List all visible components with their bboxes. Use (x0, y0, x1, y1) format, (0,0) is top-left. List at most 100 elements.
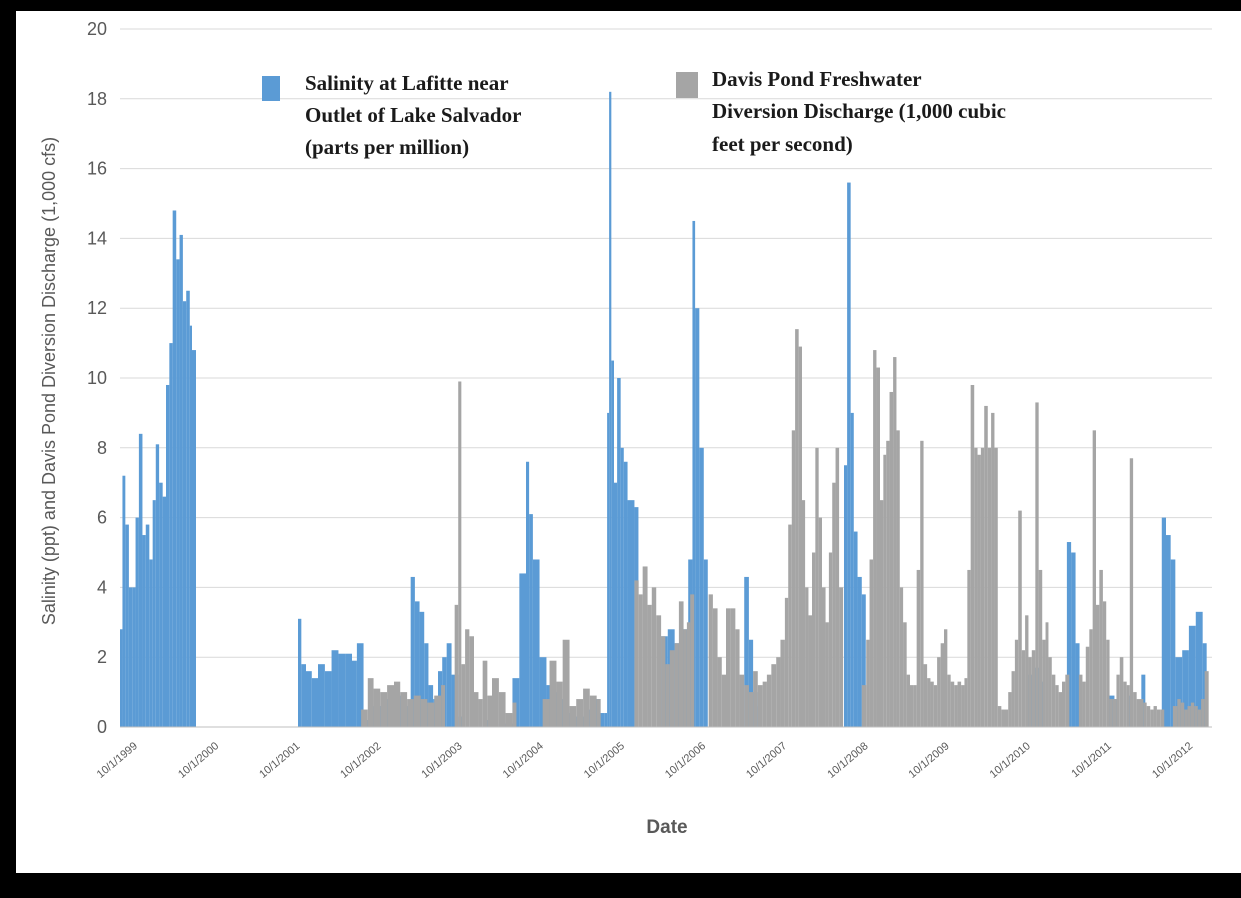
data-bar (1014, 639, 1019, 727)
data-bar (1153, 706, 1157, 727)
data-bar (1075, 643, 1080, 727)
data-bar (674, 643, 679, 727)
x-tick-label: 10/1/2006 (663, 740, 708, 781)
data-bar (987, 447, 992, 727)
x-tick-label: 10/1/2007 (744, 740, 789, 781)
data-bar (1180, 702, 1185, 727)
data-bar (345, 653, 352, 727)
data-bar (1160, 709, 1165, 727)
data-bar (853, 531, 858, 727)
data-bar (977, 454, 981, 727)
data-bar (683, 629, 687, 727)
data-bar (556, 681, 563, 727)
data-bar (458, 381, 462, 727)
data-bar (298, 618, 302, 727)
data-bar (1123, 681, 1127, 727)
x-axis-ticks: 10/1/1999 10/1/2000 10/1/2001 10/1/2002 10/1… (95, 740, 1196, 781)
data-bar (967, 569, 971, 727)
data-bar (1197, 709, 1202, 727)
data-bar (159, 482, 163, 727)
data-bar (138, 433, 143, 727)
data-bar (997, 706, 1002, 727)
data-bar (380, 692, 388, 727)
data-bar (620, 447, 624, 727)
x-axis-label: Date (646, 817, 687, 838)
data-bar (735, 629, 740, 727)
x-tick-label: 10/1/2009 (907, 740, 952, 781)
data-bar (828, 552, 833, 727)
data-bar (651, 587, 657, 727)
data-bar (512, 702, 517, 727)
y-tick-label: 18 (87, 89, 107, 109)
data-bar (930, 681, 934, 727)
data-bar (1194, 706, 1198, 727)
data-bar (910, 685, 914, 727)
data-bar (526, 461, 530, 727)
legend-swatch-salinity (262, 76, 280, 101)
data-bar (665, 664, 670, 727)
data-bar (994, 447, 998, 727)
data-bar (172, 210, 177, 728)
data-bar (1102, 601, 1107, 727)
data-bar (469, 636, 474, 727)
data-bar (730, 608, 736, 727)
data-bar (1204, 671, 1209, 727)
data-bar (1188, 625, 1196, 727)
data-bar (699, 447, 704, 727)
data-bar (822, 587, 826, 727)
data-bar (589, 695, 597, 727)
data-bar (583, 688, 590, 727)
data-bar (1031, 650, 1036, 727)
data-bar (757, 685, 763, 727)
data-bar (947, 674, 951, 727)
data-bar (873, 350, 877, 727)
data-bar (1089, 629, 1093, 727)
data-bar (600, 713, 605, 727)
data-bar (596, 699, 601, 727)
data-bar (532, 559, 536, 727)
data-bar (1025, 615, 1029, 727)
data-bar (850, 412, 854, 727)
data-bar (1082, 681, 1086, 727)
data-bar (708, 594, 713, 727)
data-bar (964, 678, 968, 727)
data-bar (120, 629, 123, 727)
data-bar (808, 615, 812, 727)
y-tick-label: 0 (97, 717, 107, 737)
data-bar (166, 384, 170, 727)
data-bar (916, 569, 921, 727)
data-bar (614, 482, 618, 727)
data-bar (1035, 402, 1039, 727)
data-bar (424, 643, 429, 727)
data-bar (562, 639, 570, 727)
data-bar (145, 524, 150, 727)
data-bar (815, 447, 819, 727)
data-bar (419, 611, 425, 727)
data-bar (712, 608, 718, 727)
data-bar (1008, 692, 1012, 727)
data-bar (1187, 706, 1191, 727)
data-bar (812, 552, 816, 727)
x-tick-label: 10/1/2011 (1069, 740, 1114, 780)
data-bar (913, 685, 917, 727)
data-bar (434, 695, 442, 727)
data-bar (474, 692, 479, 727)
data-bar (576, 699, 584, 727)
data-bar (607, 412, 610, 727)
data-bar (818, 517, 822, 727)
data-bar (638, 594, 643, 727)
data-bar (739, 674, 745, 727)
data-bar (1062, 681, 1066, 727)
data-bar (1078, 674, 1083, 727)
data-bar (400, 692, 408, 727)
x-tick-label: 10/1/2000 (176, 740, 221, 781)
chart-frame: 0 2 4 6 8 10 12 14 16 18 20 10/1/1999 10/1/2000 10/1… (16, 11, 1241, 873)
data-bar (1085, 646, 1090, 727)
data-bar (780, 639, 785, 727)
data-bar (762, 681, 767, 727)
data-bar (611, 360, 614, 727)
data-bar (686, 622, 691, 727)
data-bar (899, 587, 904, 727)
data-bar (1126, 685, 1130, 727)
y-axis-label: Salinity (ppt) and Davis Pond Diversion … (39, 137, 59, 625)
